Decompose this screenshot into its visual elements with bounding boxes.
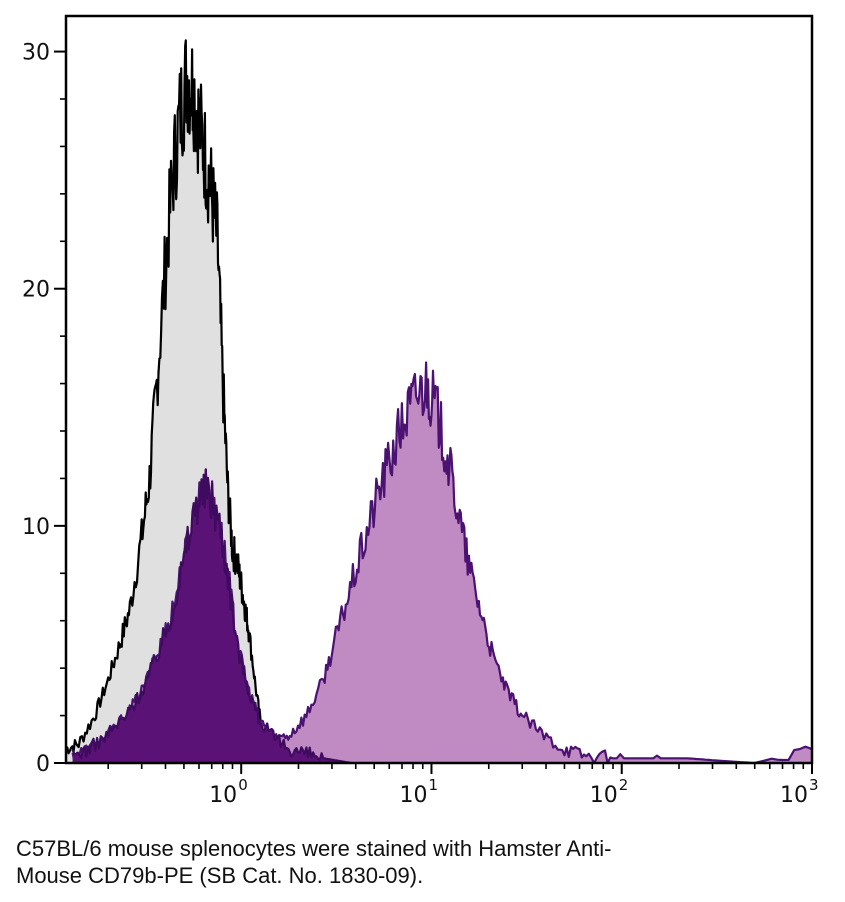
- y-tick-label: 0: [36, 752, 50, 777]
- x-axis: 10 0 10 1 10 2 10 3: [107, 763, 819, 808]
- series-area-anti-CD79b-PE: [72, 362, 812, 763]
- x-tick-exponent: 2: [619, 776, 629, 794]
- x-tick-exponent: 3: [809, 776, 819, 794]
- series-area-negative-population: [72, 469, 352, 763]
- y-tick-label: 30: [22, 41, 50, 66]
- x-tick-label: 10: [399, 783, 427, 808]
- series-line-anti-CD79b-PE: [71, 361, 812, 765]
- y-tick-label: 20: [22, 278, 50, 303]
- plot-frame: [64, 14, 814, 765]
- series-line-isotype-control: [65, 39, 276, 759]
- x-tick-label: 10: [590, 783, 618, 808]
- x-tick-label: 10: [209, 783, 237, 808]
- y-axis: 0 10 20 30: [22, 41, 66, 777]
- x-tick-label: 10: [780, 783, 808, 808]
- x-tick-exponent: 0: [238, 776, 248, 794]
- series-line-negative-population: [71, 468, 352, 765]
- histogram-series: [65, 39, 812, 765]
- y-tick-label: 10: [22, 515, 50, 540]
- figure-caption: C57BL/6 mouse splenocytes were stained w…: [16, 836, 612, 888]
- x-tick-exponent: 1: [428, 776, 438, 794]
